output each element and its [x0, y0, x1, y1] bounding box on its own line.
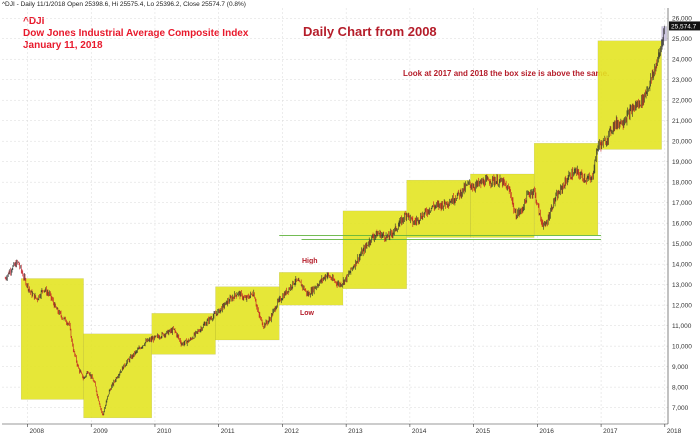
last-price-label: 25,574.7 — [671, 23, 697, 30]
x-tick-label: 2012 — [284, 428, 299, 435]
year-box-2011 — [215, 286, 280, 341]
year-box-2017 — [597, 40, 662, 150]
x-tick-label: 2015 — [476, 428, 491, 435]
year-box-2008 — [20, 278, 84, 400]
y-tick-label: 14,000 — [672, 262, 692, 269]
support-line-layer — [279, 235, 602, 241]
y-tick-label: 22,000 — [672, 98, 692, 105]
y-tick-label: 24,000 — [672, 57, 692, 64]
x-tick-label: 2011 — [221, 428, 235, 435]
y-tick-label: 25,000 — [672, 36, 692, 43]
index-name-title: Dow Jones Industrial Average Composite I… — [23, 28, 249, 39]
axis-layer: 7,000 8,000 9,000 10,000 11,000 12,000 13,000 1… — [2, 8, 700, 435]
year-box-2010 — [151, 313, 216, 355]
y-tick-label: 11,000 — [672, 323, 692, 330]
quote-header: ^DJI - Daily 11/1/2018 Open 25398.6, Hi … — [2, 1, 246, 8]
y-tick-label: 8,000 — [672, 385, 689, 392]
y-tick-label: 15,000 — [672, 241, 692, 248]
y-tick-label: 18,000 — [672, 180, 692, 187]
chart-title: Daily Chart from 2008 — [303, 24, 437, 39]
yearly-box-layer — [20, 26, 667, 419]
y-tick-label: 16,000 — [672, 221, 692, 228]
date-title: January 11, 2018 — [23, 40, 103, 51]
x-tick-label: 2013 — [348, 428, 363, 435]
y-tick-label: 10,000 — [672, 344, 692, 351]
x-tick-label: 2009 — [93, 428, 108, 435]
grid-layer — [2, 8, 668, 424]
y-tick-label: 23,000 — [672, 77, 692, 84]
y-tick-label: 7,000 — [672, 405, 689, 412]
y-tick-label: 13,000 — [672, 282, 692, 289]
y-tick-label: 9,000 — [672, 364, 689, 371]
x-tick-label: 2016 — [539, 428, 554, 435]
high-label: High — [302, 258, 318, 265]
y-tick-label: 20,000 — [672, 139, 692, 146]
x-tick-label: 2010 — [157, 428, 172, 435]
y-tick-label: 19,000 — [672, 159, 692, 166]
year-box-2013 — [342, 210, 407, 289]
x-tick-label: 2008 — [29, 428, 44, 435]
ticker-title: ^DJI — [23, 16, 45, 27]
annotation-note: Look at 2017 and 2018 the box size is ab… — [403, 69, 610, 78]
last-price-tag — [669, 21, 700, 31]
year-box-2016 — [533, 143, 599, 236]
y-tick-label: 12,000 — [672, 303, 692, 310]
low-label: Low — [300, 310, 314, 317]
y-tick-label: 17,000 — [672, 200, 692, 207]
candle-layer — [4, 25, 665, 416]
x-tick-label: 2018 — [667, 428, 682, 435]
y-tick-label: 26,000 — [672, 16, 692, 23]
x-tick-label: 2017 — [603, 428, 618, 435]
x-tick-label: 2014 — [412, 428, 427, 435]
y-tick-label: 21,000 — [672, 118, 692, 125]
